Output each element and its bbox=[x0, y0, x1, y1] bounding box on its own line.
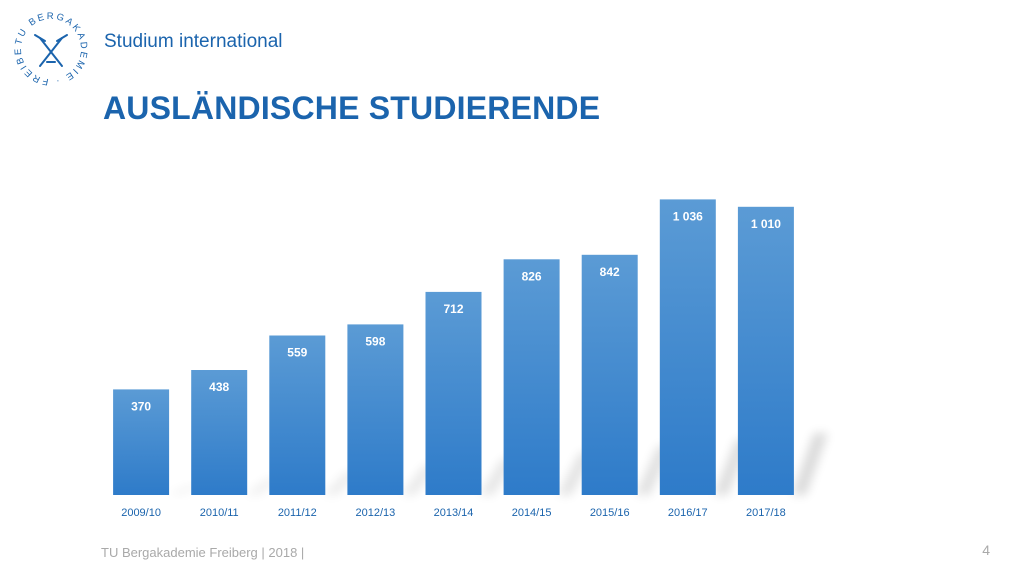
footer-text: TU Bergakademie Freiberg | 2018 | bbox=[101, 545, 305, 560]
x-tick-label: 2015/16 bbox=[590, 507, 630, 519]
page-title: AUSLÄNDISCHE STUDIERENDE bbox=[103, 90, 601, 126]
bar-value-label: 559 bbox=[287, 346, 307, 360]
bar-2016-17 bbox=[659, 199, 716, 495]
x-tick-label: 2014/15 bbox=[512, 507, 552, 519]
bar-shadow bbox=[791, 433, 828, 495]
bar-value-label: 438 bbox=[209, 380, 229, 394]
bar-value-label: 598 bbox=[365, 334, 385, 348]
crossed-hammers-icon bbox=[34, 34, 68, 67]
bar-2013-14 bbox=[425, 291, 482, 495]
bar-2017-18 bbox=[737, 206, 794, 496]
x-tick-label: 2017/18 bbox=[746, 507, 786, 519]
bar-value-label: 842 bbox=[600, 265, 620, 279]
x-tick-label: 2011/12 bbox=[278, 507, 317, 519]
x-tick-label: 2013/14 bbox=[434, 507, 474, 519]
page-number: 4 bbox=[982, 542, 990, 558]
bar-2010-11 bbox=[191, 370, 248, 495]
bar-value-label: 1 036 bbox=[673, 209, 703, 223]
university-logo: TU BERGAKADEMIE · FREIBERG · bbox=[5, 0, 92, 90]
bar-2011-12 bbox=[269, 335, 326, 495]
x-tick-label: 2016/17 bbox=[668, 507, 708, 519]
bar-2015-16 bbox=[581, 254, 638, 495]
x-tick-label: 2010/11 bbox=[200, 507, 239, 519]
bar-value-label: 1 010 bbox=[751, 217, 781, 231]
bar-value-label: 370 bbox=[131, 399, 151, 413]
bar-2009-10 bbox=[113, 389, 170, 495]
bar-2014-15 bbox=[503, 259, 560, 495]
bar-value-label: 712 bbox=[443, 302, 463, 316]
bar-2012-13 bbox=[347, 324, 404, 495]
x-tick-label: 2009/10 bbox=[121, 507, 161, 519]
bar-value-label: 826 bbox=[522, 269, 542, 283]
x-tick-label: 2012/13 bbox=[356, 507, 396, 519]
section-subtitle: Studium international bbox=[104, 31, 283, 52]
